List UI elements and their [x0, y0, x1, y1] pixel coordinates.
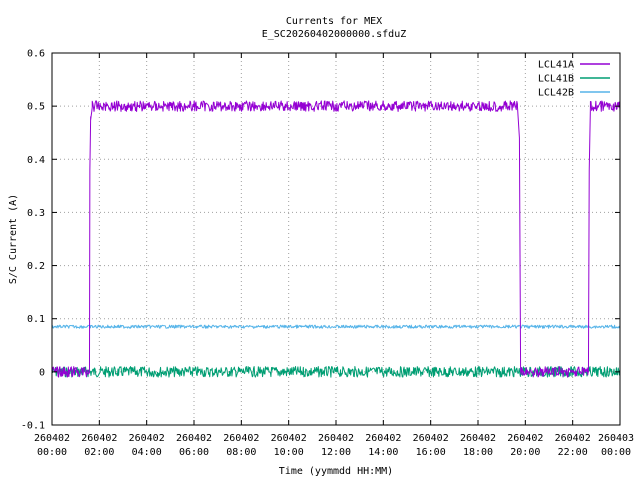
- x-axis-label: Time (yymmdd HH:MM): [279, 466, 393, 477]
- x-tick-label-time: 16:00: [416, 447, 446, 458]
- x-tick-label-time: 02:00: [84, 447, 114, 458]
- x-tick-label-time: 22:00: [558, 447, 588, 458]
- y-tick-label: 0.1: [27, 314, 45, 325]
- x-tick-label-date: 260402: [318, 433, 354, 444]
- x-tick-label-time: 00:00: [37, 447, 67, 458]
- x-tick-label-date: 260402: [460, 433, 496, 444]
- x-tick-label-date: 260403: [598, 433, 634, 444]
- x-tick-label-time: 04:00: [132, 447, 162, 458]
- x-tick-label-time: 20:00: [510, 447, 540, 458]
- legend-label: LCL41A: [538, 60, 574, 71]
- series-line-lcl41a: [51, 100, 621, 378]
- x-tick-label-time: 14:00: [368, 447, 398, 458]
- x-tick-label-time: 12:00: [321, 447, 351, 458]
- series-layer: [51, 100, 621, 378]
- x-tick-label-date: 260402: [81, 433, 117, 444]
- x-tick-label-date: 260402: [507, 433, 543, 444]
- x-tick-label-date: 260402: [223, 433, 259, 444]
- x-tick-label-date: 260402: [271, 433, 307, 444]
- legend: LCL41A LCL41B LCL42B: [538, 60, 610, 99]
- x-tick-label-date: 260402: [129, 433, 165, 444]
- x-tick-label-date: 260402: [555, 433, 591, 444]
- x-axis: 260402 00:00 260402 02:00 260402 04:00 260402 0…: [34, 53, 634, 458]
- x-tick-label-time: 10:00: [274, 447, 304, 458]
- y-tick-label: 0.2: [27, 261, 45, 272]
- y-tick-label: 0: [39, 367, 45, 378]
- y-tick-label: 0.6: [27, 49, 45, 60]
- x-tick-label-time: 06:00: [179, 447, 209, 458]
- x-tick-label-date: 260402: [176, 433, 212, 444]
- y-tick-label: 0.3: [27, 208, 45, 219]
- x-tick-label-date: 260402: [365, 433, 401, 444]
- y-tick-label: 0.4: [27, 155, 45, 166]
- x-tick-label-date: 260402: [34, 433, 70, 444]
- x-tick-label-date: 260402: [413, 433, 449, 444]
- chart-subtitle: E_SC20260402000000.sfduZ: [262, 29, 407, 40]
- x-tick-label-time: 18:00: [463, 447, 493, 458]
- legend-label: LCL41B: [538, 74, 574, 85]
- y-axis-label: S/C Current (A): [8, 194, 19, 284]
- x-tick-label-time: 00:00: [601, 447, 631, 458]
- y-axis: -0.1 0 0.1 0.2 0.3 0.4 0.5 0.6: [21, 49, 620, 432]
- y-tick-label: -0.1: [21, 421, 45, 432]
- x-tick-label-time: 08:00: [226, 447, 256, 458]
- y-tick-label: 0.5: [27, 102, 45, 113]
- series-line-lcl42b: [51, 324, 621, 329]
- legend-label: LCL42B: [538, 88, 574, 99]
- chart-title: Currents for MEX: [286, 16, 382, 27]
